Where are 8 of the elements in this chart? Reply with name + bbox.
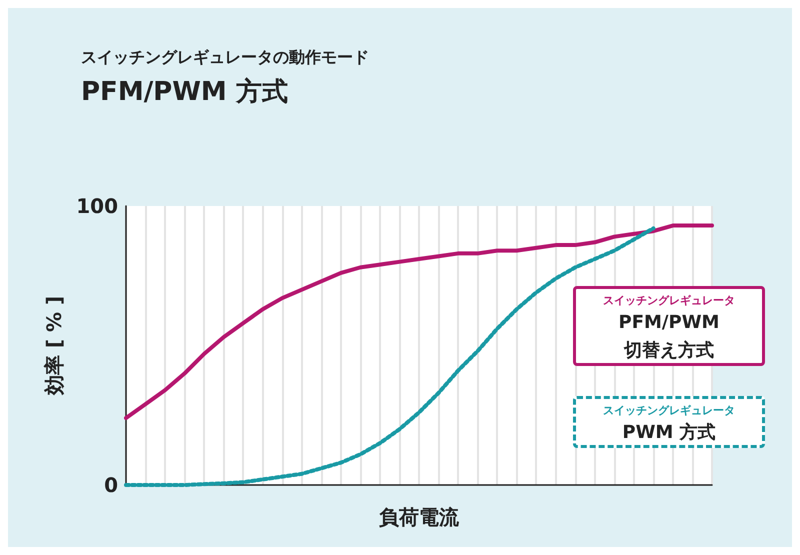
y-tick-label: 100 bbox=[76, 194, 118, 218]
legend-box: スイッチングレギュレータ PWM 方式 bbox=[573, 396, 765, 448]
chart-subtitle: PFM/PWM 方式 bbox=[81, 77, 288, 107]
x-axis-title: 負荷電流 bbox=[379, 505, 460, 529]
chart-title: スイッチングレギュレータの動作モード bbox=[81, 48, 369, 66]
y-tick-label: 0 bbox=[104, 473, 118, 497]
legend-box: スイッチングレギュレータ PFM/PWM 切替え方式 bbox=[573, 286, 765, 366]
y-axis-title: 効率 [ % ] bbox=[42, 296, 66, 396]
